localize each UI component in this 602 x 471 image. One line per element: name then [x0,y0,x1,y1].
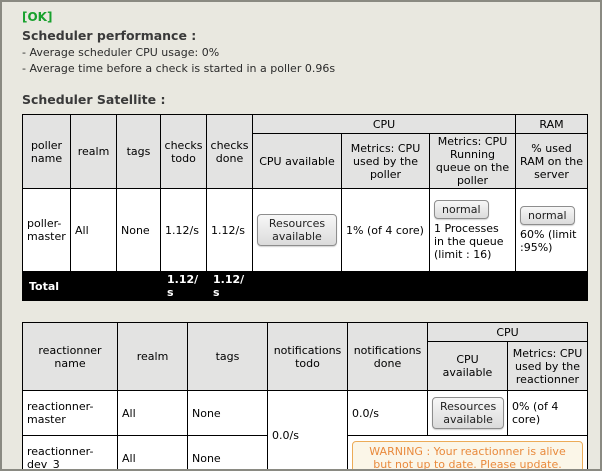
col-header-notifications-todo: notifications todo [267,322,348,391]
poller-tags-cell: None [116,188,161,272]
reactionner-cpu-used-cell: 0% (of 4 core) [507,390,588,436]
poller-ram-cell: normal 60% (limit :95%) [515,188,588,272]
col-header-reactionner-tags: tags [187,322,268,391]
reactionner-realm-cell: All [117,435,188,469]
col-header-realm: realm [70,114,117,189]
poller-realm-cell: All [70,188,117,272]
reactionner-name-cell: reactionner-master [22,390,118,436]
reactionner-warning-message: WARNING : Your reactionner is alive but … [352,441,583,469]
reactionner-table-group-header-row: reactionner name realm tags notification… [22,322,588,391]
reactionner-table-sub-header-row: CPU available Metrics: CPU used by the r… [23,341,588,391]
reactionner-name-cell: reactionner-dev_3 [22,435,118,469]
reactionner-resources-available-button[interactable]: Resources available [432,397,505,429]
poller-table: poller name realm tags checks todo check… [22,114,588,301]
poller-table-group-header-row: poller name realm tags checks todo check… [22,114,588,189]
poller-total-row: Total 1.12/s 1.12/s [22,271,588,301]
reactionner-cpu-available-cell: Resources available [427,390,508,436]
ram-status-badge[interactable]: normal [520,206,575,225]
col-header-checks-todo: checks todo [160,114,207,189]
col-header-tags: tags [116,114,161,189]
col-group-cpu: CPU [252,114,516,134]
col-header-notifications-done: notifications done [347,322,428,391]
poller-total-label: Total [22,271,161,301]
col-header-cpu-used: Metrics: CPU used by the poller [341,133,430,189]
reactionner-notifications-todo-cell: 0.0/s [267,390,348,469]
col-header-reactionner-cpu-used: Metrics: CPU used by the reactionner [507,341,588,391]
queue-status-badge[interactable]: normal [434,199,489,219]
poller-cpu-available-cell: Resources available [252,188,342,272]
col-header-reactionner-cpu-available: CPU available [427,341,508,391]
reactionner-row-dev3: reactionner-dev_3 All None WARNING : You… [22,435,588,469]
performance-latency-line: - Average time before a check is started… [22,62,336,75]
reactionner-table: reactionner name realm tags notification… [22,322,588,469]
col-group-reactionner-cpu: CPU [427,322,588,342]
reactionner-notifications-done-cell: 0.0/s [347,390,428,436]
poller-name-cell: poller-master [22,188,71,272]
poller-checks-todo-cell: 1.12/s [160,188,207,272]
reactionner-tags-cell: None [187,435,268,469]
poller-total-checks-todo: 1.12/s [160,271,207,301]
col-header-reactionner-realm: realm [117,322,188,391]
queue-status-text: 1 Processes in the queue (limit : 16) [434,221,504,261]
poller-row: poller-master All None 1.12/s 1.12/s Res… [22,188,588,272]
col-header-checks-done: checks done [206,114,253,189]
performance-cpu-line: - Average scheduler CPU usage: 0% [22,46,220,59]
performance-title: Scheduler performance : [22,28,197,43]
poller-queue-cell: normal 1 Processes in the queue (limit :… [429,188,516,272]
poller-total-filler [252,271,588,301]
ram-status-text: 60% (limit :95%) [520,228,577,254]
col-header-reactionner-name: reactionner name [22,322,118,391]
reactionner-realm-cell: All [117,390,188,436]
col-header-poller-name: poller name [22,114,71,189]
poller-checks-done-cell: 1.12/s [206,188,253,272]
col-header-cpu-available: CPU available [252,133,342,189]
reactionner-row-master: reactionner-master All None 0.0/s 0.0/s … [22,390,588,469]
poller-cpu-used-cell: 1% (of 4 core) [341,188,430,272]
col-header-cpu-queue: Metrics: CPU Running queue on the poller [429,133,516,189]
reactionner-warning-cell: WARNING : Your reactionner is alive but … [347,435,588,469]
poller-table-sub-header-row: CPU available Metrics: CPU used by the p… [23,133,588,189]
reactionner-tags-cell: None [187,390,268,436]
resources-available-button[interactable]: Resources available [257,214,337,246]
col-header-ram-used: % used RAM on the server [515,133,588,189]
poller-total-checks-done: 1.12/s [206,271,253,301]
status-ok-label: [OK] [22,10,53,24]
col-group-ram: RAM [515,114,588,134]
satellite-title: Scheduler Satellite : [22,92,166,107]
